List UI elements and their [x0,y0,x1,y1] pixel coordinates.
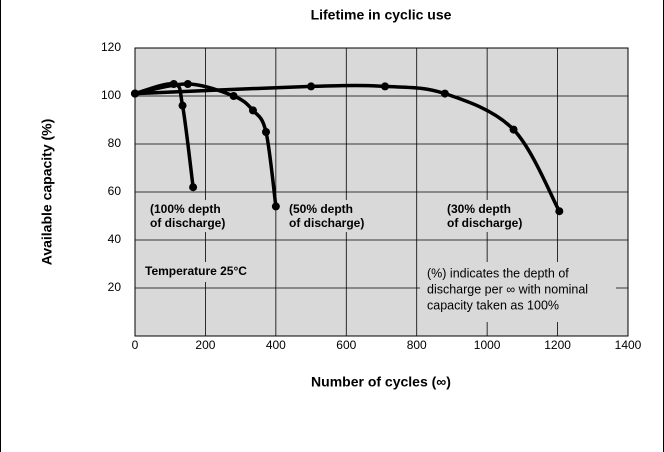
annotation-bg [140,262,270,282]
y-tick-label: 120 [101,40,121,54]
x-tick-label: 1400 [615,338,642,352]
data-point [381,82,390,91]
x-tick-label: 600 [336,338,356,352]
y-tick-label: 60 [108,184,122,198]
data-point [183,80,192,88]
annotation: Temperature 25°C [145,264,247,278]
data-point [178,101,187,110]
y-axis-label: Available capacity (%) [39,119,55,266]
annotation: of discharge) [447,216,522,230]
annotation: discharge per ∞ with nominal [427,282,588,296]
annotation: of discharge) [150,216,225,230]
y-tick-label: 100 [101,88,121,102]
x-tick-label: 0 [132,338,139,352]
data-point [131,89,139,98]
data-point [229,92,238,100]
annotation-bg [443,200,543,232]
annotation-bg [420,262,616,322]
annotation: (100% depth [150,202,221,216]
x-tick-label: 1200 [544,338,571,352]
annotation: (%) indicates the depth of [427,266,569,280]
x-tick-label: 400 [266,338,286,352]
series-line [133,83,562,213]
annotation: of discharge) [289,216,364,230]
y-tick-label: 20 [108,280,122,294]
annotation-bg [285,200,385,232]
x-tick-label: 1000 [474,338,501,352]
annotation-bg [146,200,246,232]
x-tick-label: 200 [195,338,215,352]
chart-title: Lifetime in cyclic use [311,7,452,23]
x-tick-label: 800 [407,338,427,352]
data-point [261,128,270,136]
x-axis-label: Number of cycles (∞) [311,374,451,390]
data-point [271,202,280,211]
data-point [555,207,564,216]
annotation: (50% depth [289,202,353,216]
annotation: (30% depth [447,202,511,216]
data-point [189,183,198,192]
annotation: capacity taken as 100% [427,298,559,312]
data-point [440,89,449,98]
data-point [307,82,316,91]
y-tick-label: 80 [108,136,122,150]
data-point [248,106,257,115]
y-tick-label: 40 [108,232,122,246]
data-point [509,125,518,134]
